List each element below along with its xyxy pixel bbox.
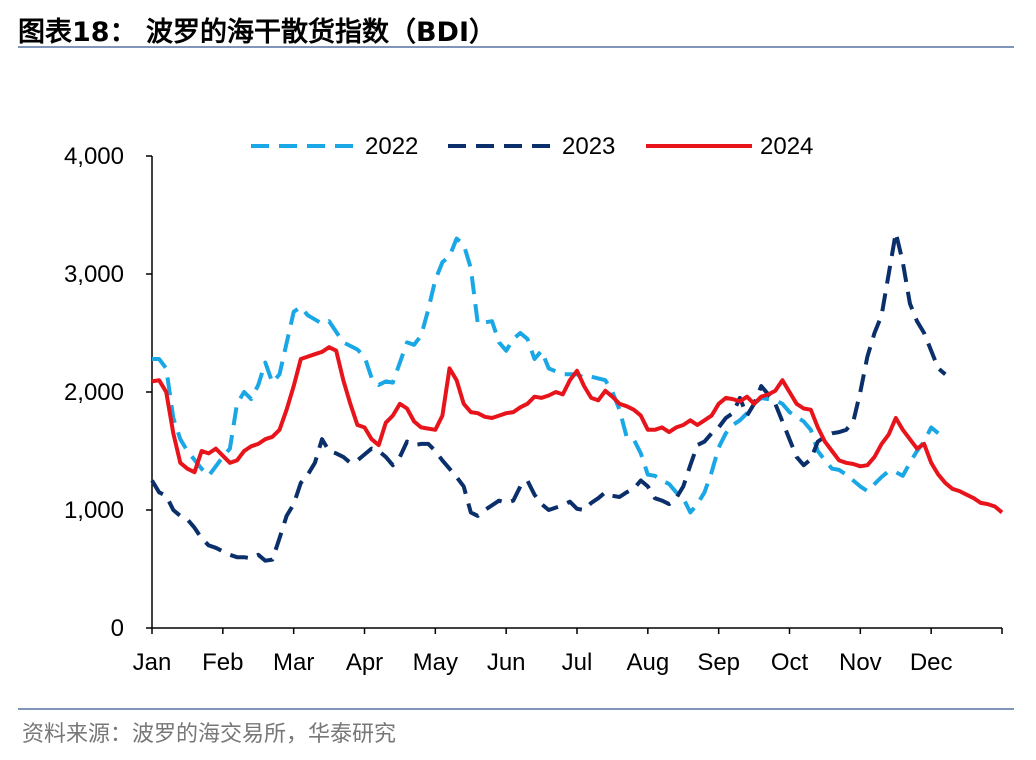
title-rule — [18, 46, 1014, 48]
figure-title: 图表18： 波罗的海干散货指数（BDI） — [18, 17, 497, 48]
source-note: 资料来源：波罗的海交易所，华泰研究 — [22, 722, 397, 747]
x-tick-label: Dec — [910, 649, 953, 676]
series-line-2022 — [152, 236, 940, 515]
y-tick-label: 3,000 — [64, 261, 124, 288]
x-tick-label: Feb — [202, 649, 243, 676]
bdi-line-chart: 0 1,000 2,000 3,000 4,000 Jan Feb Mar Apr May Jun J… — [64, 133, 1004, 676]
chart-legend: 2022 2023 2024 — [251, 133, 813, 160]
x-tick-label: Apr — [346, 649, 383, 676]
y-tick-label: 2,000 — [64, 379, 124, 406]
x-tick-label: May — [413, 649, 458, 676]
legend-label-2023: 2023 — [562, 133, 615, 160]
chart-axes: 0 1,000 2,000 3,000 4,000 Jan Feb Mar Apr May Jun J… — [64, 143, 1003, 676]
x-tick-label: Aug — [626, 649, 669, 676]
y-tick-label: 4,000 — [64, 143, 124, 170]
legend-label-2022: 2022 — [365, 133, 418, 160]
x-tick-label: Jan — [133, 649, 172, 676]
x-tick-label: Jun — [487, 649, 526, 676]
x-tick-label: Sep — [697, 649, 740, 676]
series-lines — [150, 230, 1004, 563]
legend-label-2024: 2024 — [760, 133, 813, 160]
y-tick-label: 0 — [111, 615, 124, 642]
x-tick-label: Jul — [562, 649, 593, 676]
footer-rule — [18, 708, 1014, 710]
y-tick-label: 1,000 — [64, 497, 124, 524]
series-line-2023 — [150, 230, 947, 563]
series-line-2024 — [151, 345, 1004, 514]
x-tick-label: Nov — [839, 649, 882, 676]
x-tick-label: Mar — [273, 649, 314, 676]
x-tick-label: Oct — [771, 649, 809, 676]
